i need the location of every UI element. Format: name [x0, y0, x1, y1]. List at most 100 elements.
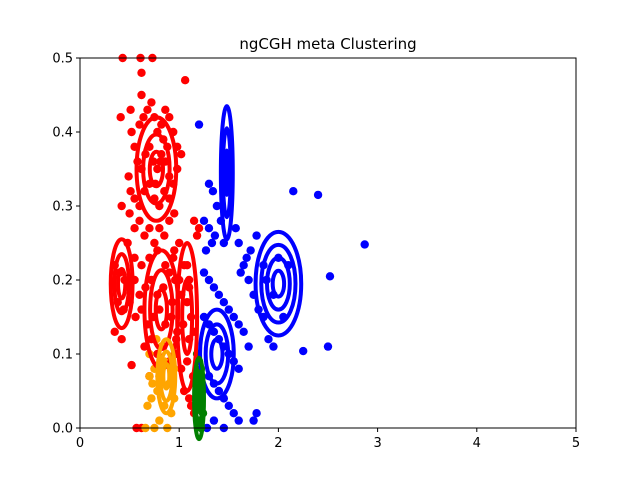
data-point	[184, 394, 194, 403]
cluster-contour	[270, 268, 287, 299]
y-tick-label: 0.5	[52, 52, 73, 67]
data-point	[325, 272, 335, 281]
cluster-contour	[112, 252, 131, 316]
data-point	[148, 379, 157, 388]
data-point	[135, 290, 144, 299]
data-point	[210, 231, 220, 240]
data-point	[176, 150, 186, 159]
x-tick-label: 0	[76, 436, 84, 451]
data-point	[160, 231, 169, 240]
data-point	[116, 113, 125, 122]
data-point	[124, 172, 133, 181]
cluster-contour	[192, 355, 206, 442]
data-point	[155, 416, 164, 425]
data-point	[360, 240, 369, 249]
data-point	[244, 275, 253, 285]
data-point	[130, 224, 139, 233]
data-point	[140, 231, 149, 240]
y-axis: 0.0 0.1 0.2 0.3 0.4 0.5	[52, 52, 80, 437]
data-point	[323, 342, 333, 351]
data-point	[135, 120, 144, 129]
data-point	[204, 179, 214, 188]
data-point	[264, 335, 273, 344]
data-point	[209, 283, 219, 292]
data-point	[135, 216, 144, 225]
y-tick-label: 0.2	[52, 274, 73, 289]
data-point	[204, 275, 214, 285]
data-point	[231, 224, 240, 233]
data-point	[150, 238, 159, 248]
data-point	[131, 312, 140, 322]
x-tick-label: 3	[373, 436, 381, 451]
data-point	[137, 68, 146, 78]
cluster-contour	[158, 349, 175, 403]
data-point	[229, 312, 238, 322]
data-point	[125, 209, 134, 218]
cluster-contour	[155, 337, 178, 416]
data-point	[229, 409, 238, 418]
cluster-contour	[141, 132, 172, 206]
cluster-contour	[161, 361, 172, 391]
x-tick-label: 1	[175, 436, 183, 451]
data-point	[199, 268, 209, 277]
data-point	[219, 298, 229, 307]
cluster-contour	[175, 241, 200, 393]
data-point	[201, 246, 211, 255]
y-tick-label: 0.4	[52, 126, 73, 141]
data-point	[244, 342, 253, 351]
data-point	[165, 113, 174, 122]
x-tick-label: 5	[572, 436, 580, 451]
data-point	[224, 305, 233, 314]
x-axis: 0 1 2 3 4 5	[76, 428, 580, 451]
data-point	[214, 386, 224, 396]
data-point	[252, 409, 261, 418]
data-point	[234, 364, 243, 373]
plot-frame	[79, 57, 577, 429]
data-point	[239, 327, 248, 336]
data-point	[246, 246, 255, 255]
cluster-contour	[222, 148, 231, 197]
data-point	[182, 357, 192, 366]
data-point	[117, 201, 126, 211]
data-point	[170, 209, 179, 218]
data-point	[126, 187, 135, 196]
data-point	[155, 224, 164, 233]
data-point	[289, 187, 298, 196]
data-point	[212, 201, 222, 211]
data-point	[214, 290, 224, 299]
data-point	[209, 416, 219, 425]
data-point	[207, 238, 217, 248]
data-point	[194, 120, 204, 129]
data-point	[143, 105, 152, 115]
data-point	[313, 190, 323, 200]
data-point	[199, 216, 209, 225]
data-point	[139, 113, 148, 122]
cluster-contour	[134, 115, 179, 223]
y-tick-label: 0.1	[52, 348, 73, 363]
data-point	[147, 98, 156, 107]
y-tick-label: 0.0	[52, 422, 73, 437]
cluster-contour	[180, 278, 195, 356]
data-point	[299, 346, 308, 356]
data-point	[165, 216, 174, 225]
cluster-contour	[147, 149, 165, 189]
data-point	[137, 261, 146, 270]
data-point	[224, 401, 233, 410]
x-tick-label: 4	[473, 436, 481, 451]
cluster-contour	[203, 322, 231, 386]
data-point	[192, 231, 202, 240]
chart-title: ngCGH meta Clustering	[239, 35, 416, 53]
data-point	[145, 372, 154, 381]
data-point	[189, 216, 199, 225]
data-point	[126, 105, 135, 115]
data-point	[161, 261, 170, 270]
data-point	[161, 105, 170, 115]
y-tick-label: 0.3	[52, 200, 73, 215]
data-point	[249, 416, 258, 425]
data-point	[234, 416, 243, 425]
data-point	[137, 90, 146, 100]
data-point	[110, 327, 119, 336]
cluster-contour	[209, 337, 225, 371]
data-point	[239, 261, 248, 270]
